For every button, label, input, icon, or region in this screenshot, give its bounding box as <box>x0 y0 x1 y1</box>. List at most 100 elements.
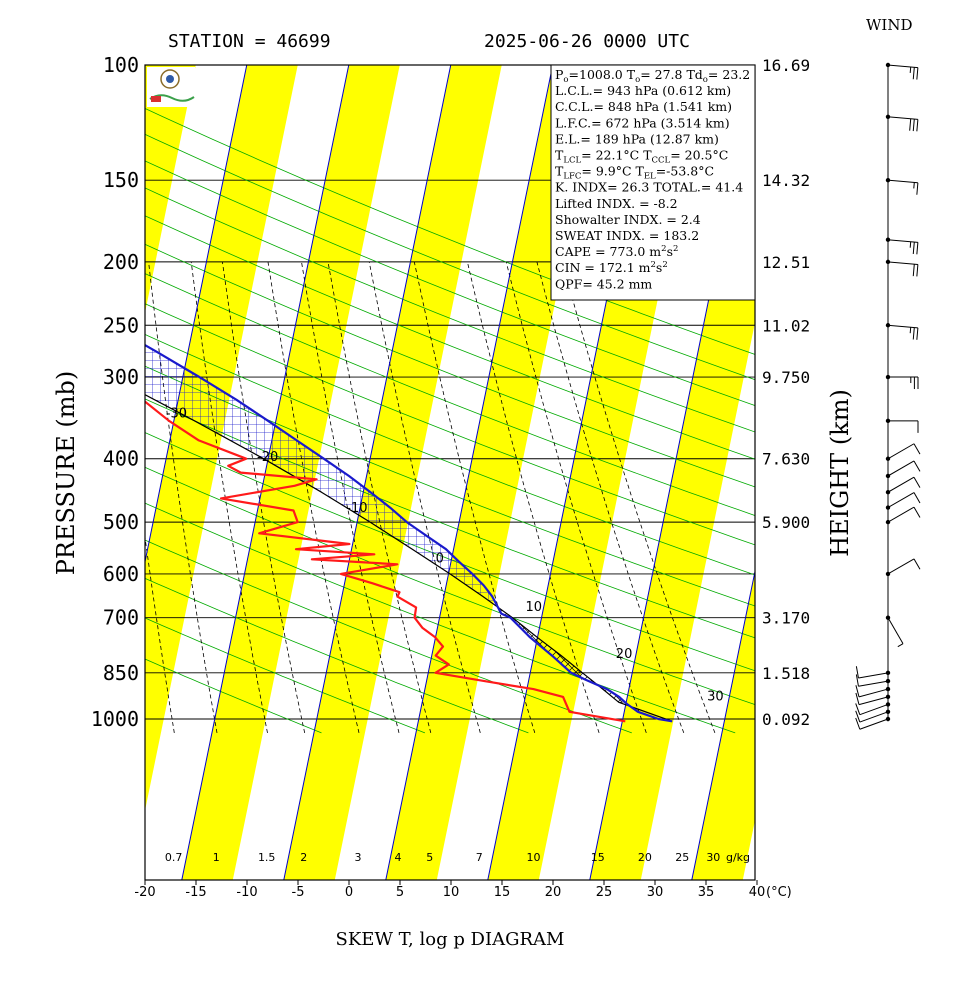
isotherm-line <box>283 65 452 880</box>
isotherm-line <box>181 65 350 880</box>
wind-barb-flag <box>855 666 859 679</box>
wind-level-dot <box>885 323 891 328</box>
dewpoint-line <box>145 400 626 723</box>
index-li: Lifted INDX. = -8.2 <box>555 196 678 211</box>
mixing-ratio-label: 1.5 <box>258 851 276 864</box>
wind-barb-flag <box>913 506 921 518</box>
height-tick-label: 16.69 <box>762 56 810 75</box>
index-lfc: L.F.C.= 672 hPa (3.514 km) <box>555 115 730 130</box>
y-axis-label: PRESSURE (mb) <box>52 371 80 576</box>
dry-adiabat-line <box>145 215 755 460</box>
mixing-ratio-label: 15 <box>591 851 605 864</box>
temperature-band <box>896 65 960 880</box>
wind-barb-flag <box>909 241 912 248</box>
isotherm-line <box>794 65 960 880</box>
index-text: CIN = 172.1 m <box>555 260 651 275</box>
height-tick-label: 0.092 <box>762 710 810 729</box>
pressure-tick-label: 700 <box>103 606 139 630</box>
y-axis-right-label: HEIGHT (km) <box>826 389 854 557</box>
pressure-tick-label: 100 <box>103 53 139 77</box>
height-tick-label: 3.170 <box>762 609 810 628</box>
wind-barb <box>887 261 918 265</box>
index-text: T <box>555 148 564 163</box>
index-ccl: C.C.L.= 848 hPa (1.541 km) <box>555 99 732 114</box>
x-tick-label: 10 <box>443 885 460 900</box>
mixing-ratio-label: 2 <box>300 851 307 864</box>
wind-barb-flag <box>855 674 859 687</box>
mixing-ratio-label: 4 <box>394 851 401 864</box>
x-tick-label: 5 <box>396 885 404 900</box>
mixing-ratio-line <box>562 261 716 734</box>
mixing-ratio-line <box>301 261 400 733</box>
mixing-ratio-line <box>368 261 481 734</box>
wind-barb-flag <box>897 643 904 648</box>
index-text: = 27.8 Td <box>640 67 703 82</box>
x-tick-label: -10 <box>236 885 257 900</box>
temperature-band <box>145 65 196 313</box>
logo-seal-center <box>166 75 174 83</box>
plot-frame <box>144 64 756 881</box>
pressure-tick-label: 200 <box>103 250 139 274</box>
wind-barb <box>887 324 918 329</box>
datetime-label: 2025-06-26 0000 UTC <box>484 31 690 52</box>
x-tick-label: 30 <box>647 885 664 900</box>
dry-adiabats <box>145 108 755 734</box>
isotherm-label: 50 <box>0 303 4 318</box>
dry-adiabat-line <box>145 577 529 734</box>
wind-barb-flag <box>916 242 919 255</box>
temperature-band <box>385 65 604 880</box>
pressure-tick-label: 250 <box>103 313 139 337</box>
mixing-ratio-label: 5 <box>426 851 433 864</box>
mixing-ratio-label: 25 <box>675 851 689 864</box>
index-text: =-53.8°C <box>656 164 714 179</box>
wind-level-dot <box>885 259 891 265</box>
x-tick-label: -5 <box>292 885 305 900</box>
index-text: = 9.9°C T <box>581 164 644 179</box>
dry-adiabat-line <box>145 502 736 734</box>
dry-adiabat-line <box>145 365 755 607</box>
index-text: T <box>555 164 564 179</box>
wind-barb-flag <box>855 703 861 715</box>
x-unit-label: (°C) <box>766 885 792 900</box>
wind-barb <box>887 460 915 477</box>
temperature-band <box>145 65 298 811</box>
mixing-ratio-labels: 0.7 1 1.5 2 3 4 5 7 10 15 20 25 30 g/kg <box>165 851 750 864</box>
temperature-line <box>145 343 673 723</box>
mixing-ratio-label: 20 <box>638 851 652 864</box>
parcel-line <box>145 393 673 722</box>
isotherm-line <box>145 65 248 565</box>
dry-adiabat-line <box>145 273 755 516</box>
dry-adiabat-line <box>145 187 755 433</box>
wind-barb-flag <box>916 327 919 340</box>
x-tick-label: 40 <box>749 885 766 900</box>
mixing-ratio-label: 10 <box>527 851 541 864</box>
wind-barb-flag <box>913 182 915 189</box>
wind-barb <box>887 239 918 243</box>
index-text: = 22.1°C T <box>581 148 652 163</box>
wind-barb-flag <box>913 460 921 472</box>
index-show: Showalter INDX. = 2.4 <box>555 212 701 227</box>
isotherm-line <box>896 65 960 880</box>
wind-barb-flag <box>909 66 912 74</box>
wind-barb-flag <box>912 327 915 340</box>
height-tick-label: 14.32 <box>762 171 810 190</box>
station-logo <box>147 67 195 107</box>
index-qpf: QPF= 45.2 mm <box>555 276 652 291</box>
index-text: o <box>703 75 708 85</box>
index-text: = 23.2 <box>708 67 750 82</box>
wind-barb <box>887 443 915 460</box>
height-tick-label: 12.51 <box>762 253 810 272</box>
wind-barb <box>887 116 918 120</box>
wind-barb-flag <box>913 443 921 455</box>
dry-adiabat-line <box>145 303 755 546</box>
index-text: L.F.C.= 672 hPa (3.514 km) <box>555 115 730 130</box>
index-text: s <box>656 260 662 275</box>
wind-barb-flag <box>913 492 921 504</box>
x-tick-label: 35 <box>698 885 715 900</box>
index-text: CCL <box>652 156 671 166</box>
index-text: E.L.= 189 hPa (12.87 km) <box>555 131 719 146</box>
station-label: STATION = 46699 <box>168 31 331 52</box>
wind-barb <box>859 711 889 723</box>
